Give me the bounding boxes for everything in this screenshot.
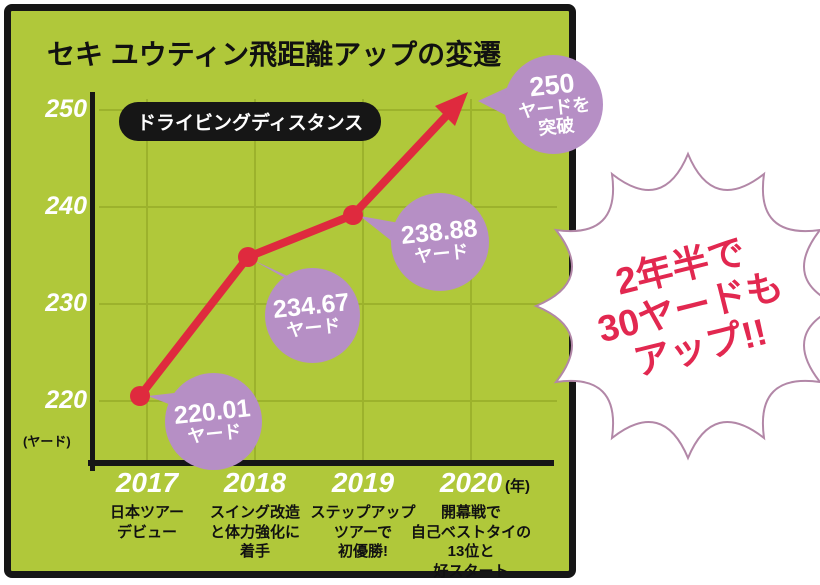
y-axis-line: [90, 92, 95, 471]
caption-line: 13位と: [447, 543, 495, 560]
caption-line: 自己ベストタイの: [410, 523, 532, 541]
caption-line: 日本ツアー: [109, 504, 185, 521]
value-balloon-2017: 220.01 ヤード: [165, 373, 262, 470]
caption-line: ツアーで: [333, 523, 393, 541]
caption-line: と体力強化に: [209, 523, 300, 541]
balloon-text: 238.88 ヤード: [400, 215, 481, 269]
x-label-2019: 2019: [331, 467, 395, 498]
gridline-horizontal-240: [99, 206, 557, 208]
caption-line: 着手: [239, 543, 270, 560]
balloon-text: 220.01 ヤード: [173, 394, 254, 448]
caption-line: 開幕戦で: [440, 504, 501, 521]
y-axis-unit: (ヤード): [23, 434, 71, 449]
caption-line: 好スタート: [433, 562, 509, 580]
caption-line: スイング改造: [209, 504, 300, 521]
y-tick-220: 220: [45, 386, 87, 414]
balloon-text: 234.67 ヤード: [272, 288, 353, 342]
balloon-text: 250 ヤードを 突破: [514, 68, 593, 141]
caption-line: ステップアップ: [310, 504, 416, 521]
caption-2020: 開幕戦で 自己ベストタイの 13位と 好スタート: [396, 503, 546, 581]
y-tick-250: 250: [45, 95, 87, 123]
y-tick-240: 240: [45, 192, 87, 220]
x-label-2017: 2017: [115, 467, 179, 498]
caption-2019: ステップアップ ツアーで 初優勝!: [298, 503, 428, 562]
value-balloon-2019: 238.88 ヤード: [391, 193, 489, 291]
caption-2017: 日本ツアー デビュー: [87, 503, 207, 542]
x-label-2020: 2020: [439, 467, 503, 498]
y-tick-230: 230: [45, 289, 87, 317]
gridline-horizontal-220: [99, 400, 557, 402]
x-axis-unit: (年): [505, 478, 530, 495]
gridline-vertical-2017: [146, 99, 148, 465]
caption-line: デビュー: [116, 523, 177, 541]
series-label-pill: ドライビングディスタンス: [119, 102, 382, 141]
chart-title: セキ ユウティン飛距離アップの変遷: [47, 39, 502, 70]
value-balloon-2018: 234.67 ヤード: [265, 268, 360, 363]
caption-line: 初優勝!: [338, 543, 388, 560]
gridline-vertical-2020: [470, 99, 472, 465]
caption-2018: スイング改造 と体力強化に 着手: [190, 503, 320, 562]
x-label-2018: 2018: [223, 467, 287, 498]
x-axis-line: [88, 460, 554, 466]
gridline-vertical-2019: [362, 99, 364, 465]
value-balloon-2020: 250 ヤードを 突破: [504, 55, 603, 154]
